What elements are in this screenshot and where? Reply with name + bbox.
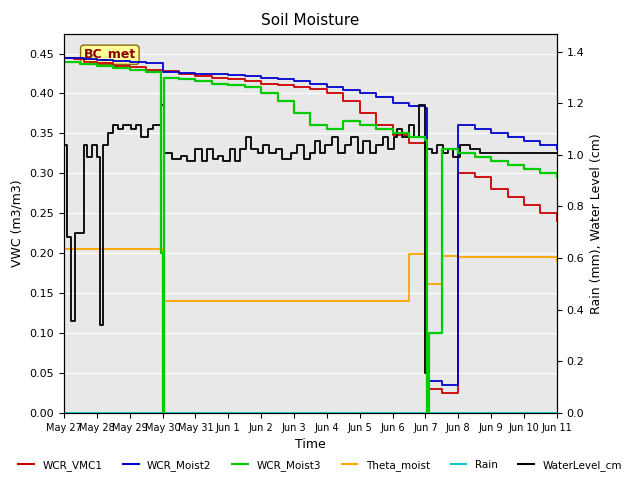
Text: BC_met: BC_met <box>84 48 136 61</box>
Y-axis label: VWC (m3/m3): VWC (m3/m3) <box>11 180 24 267</box>
Title: Soil Moisture: Soil Moisture <box>261 13 360 28</box>
Y-axis label: Rain (mm), Water Level (cm): Rain (mm), Water Level (cm) <box>590 133 603 313</box>
X-axis label: Time: Time <box>295 438 326 451</box>
Legend: WCR_VMC1, WCR_Moist2, WCR_Moist3, Theta_moist, Rain, WaterLevel_cm: WCR_VMC1, WCR_Moist2, WCR_Moist3, Theta_… <box>14 456 626 475</box>
